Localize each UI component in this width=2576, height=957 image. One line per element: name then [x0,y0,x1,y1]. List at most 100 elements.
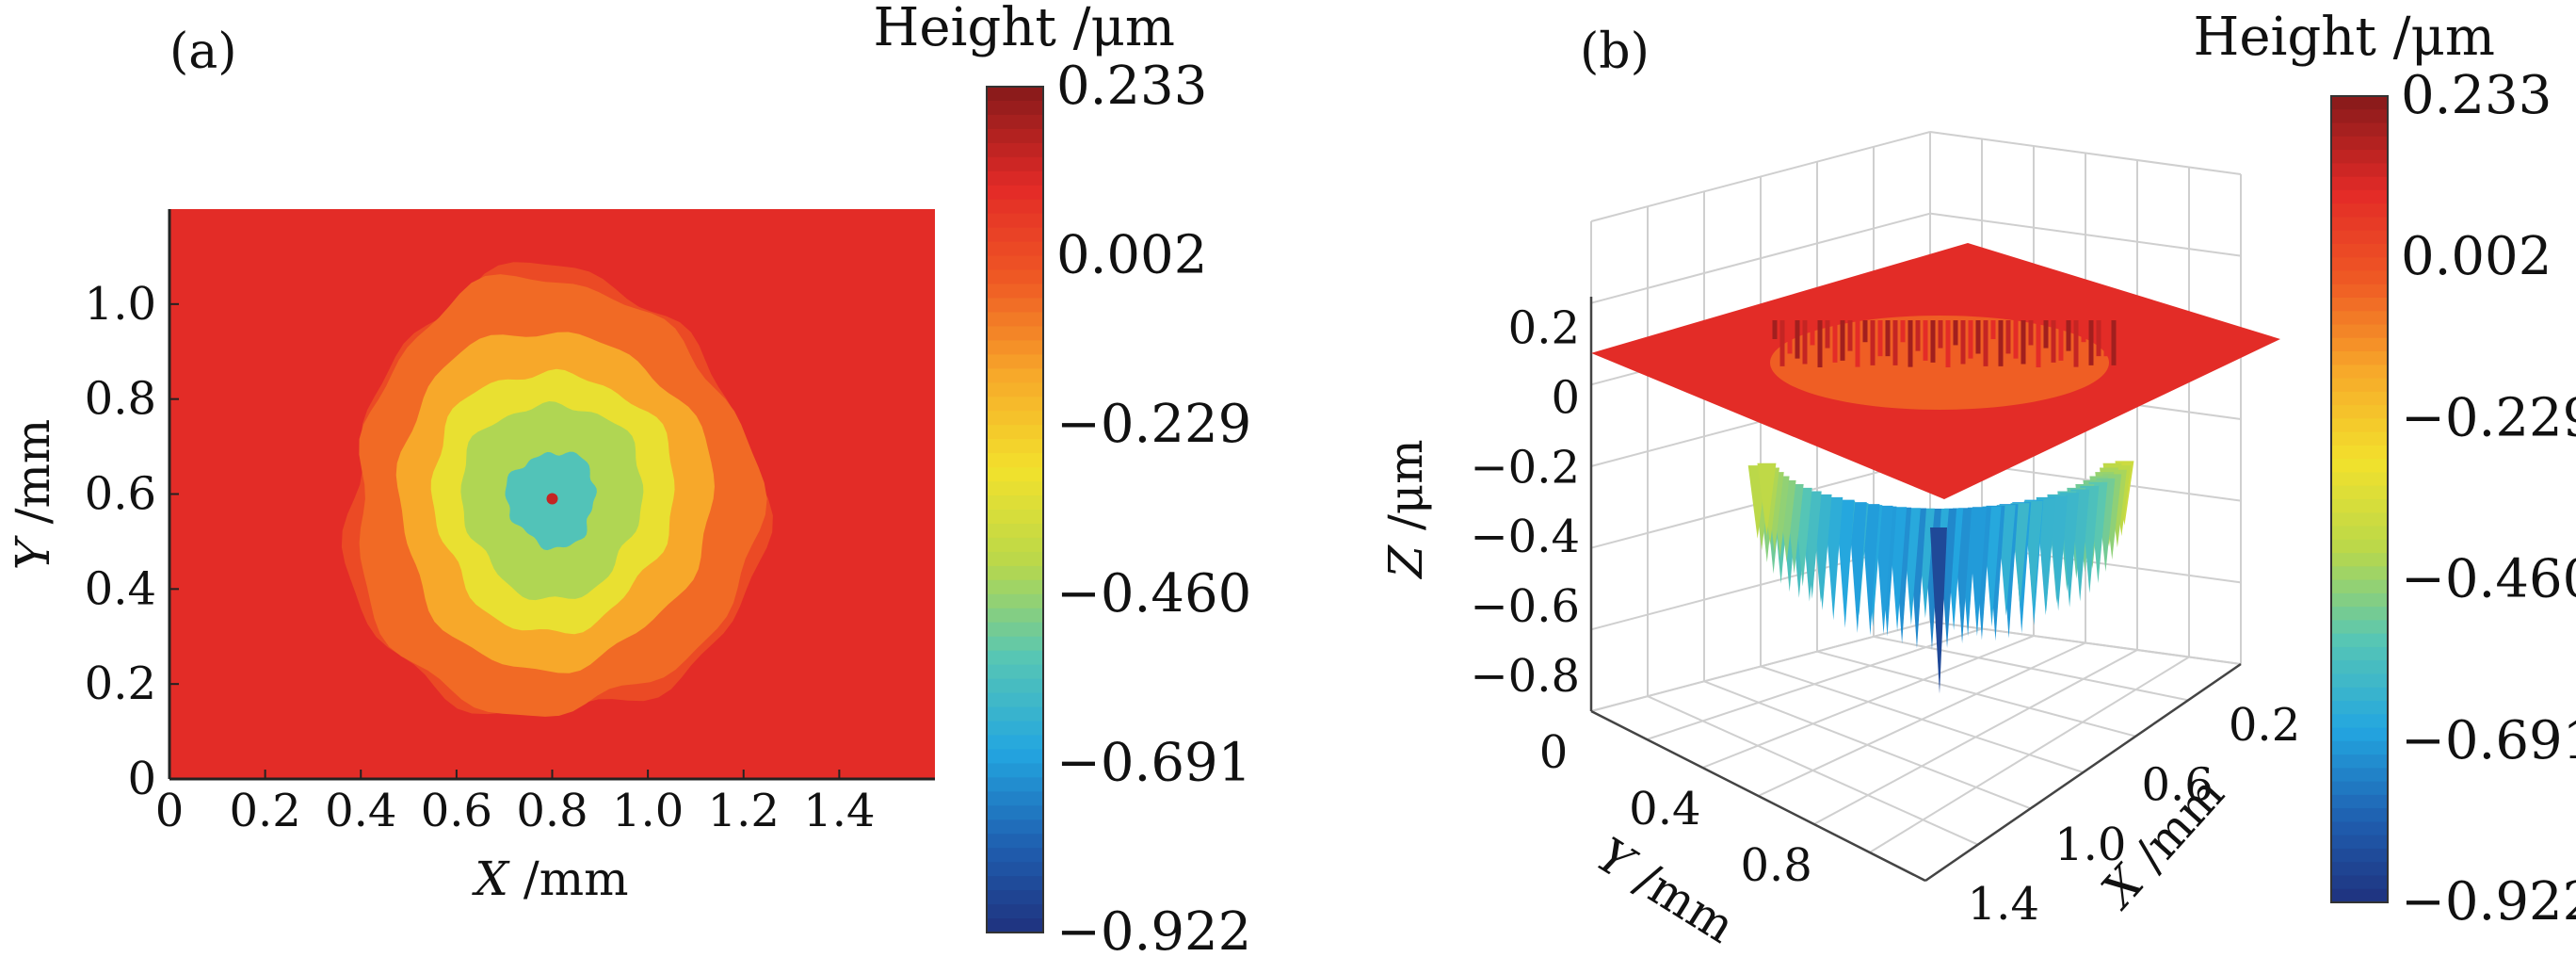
colorbar-b-segment [2331,687,2388,702]
colorbar-a-segment [987,735,1043,751]
colorbar-b-segment [2331,794,2388,810]
colorbar-a-segment [987,467,1043,483]
colorbar-a-segment [987,706,1043,722]
z-ticks: 0.2 0 −0.2 −0.4 −0.6 −0.8 [1470,301,1580,703]
colorbar-b-segment [2331,351,2388,366]
crater-spike [1757,462,1777,536]
colorbar-b-tick-label: −0.691 [2401,710,2576,771]
colorbar-a-tick-label: −0.460 [1056,563,1251,624]
x-ticks: 0 0.2 0.4 0.6 0.8 1.0 1.2 1.4 [155,770,876,837]
y-tick-label: 1.0 [85,278,156,331]
crater-spike [2037,498,2056,612]
colorbar-a-tick-label: −0.691 [1056,732,1251,793]
x-ticks-3d: 0.2 0.6 1.0 1.4 [1968,699,2301,931]
colorbar-b-segment [2331,539,2388,555]
colorbar-b-segment [2331,270,2388,285]
colorbar-b-segment [2331,418,2388,433]
y-tick-label: 0.8 [85,373,156,426]
colorbar-a-segment [987,368,1043,384]
colorbar-a-segment [987,763,1043,779]
z-tick-label: 0 [1551,371,1580,424]
x-tick-label: 0.8 [516,785,588,837]
colorbar-a-segment [987,918,1043,933]
colorbar-a-segment [987,791,1043,807]
colorbar-a: 0.233 0.002 −0.229 −0.460 −0.691 −0.922 [986,56,1251,957]
y-axis-3d-label: Y /mm [1587,827,1745,953]
x-tick-3d-label: 0.2 [2229,699,2300,752]
colorbar-a-segment [987,185,1043,201]
colorbar-b-tick-label: 0.233 [2401,65,2552,126]
colorbar-a-segment [987,608,1043,624]
colorbar-a-segment [987,537,1043,553]
colorbar-b-tick-label: −0.922 [2401,871,2576,933]
colorbar-b-segment [2331,284,2388,299]
colorbar-b: 0.233 0.002 −0.229 −0.460 −0.691 −0.922 [2330,65,2576,933]
colorbar-a-segment [987,142,1043,158]
colorbar-b-segment [2331,714,2388,729]
colorbar-a-segment [987,411,1043,427]
colorbar-b-segment [2331,445,2388,461]
colorbar-b-segment [2331,109,2388,124]
y-tick-label: 0 [127,753,156,805]
x-tick-3d-label: 1.0 [2054,819,2126,871]
z-tick-label: −0.2 [1470,441,1580,494]
colorbar-b-segment [2331,660,2388,675]
colorbar-b-segment [2331,875,2388,890]
colorbar-a-segment [987,213,1043,229]
wall-grid-line [1590,131,1931,222]
surface-plot: 0.2 0 −0.2 −0.4 −0.6 −0.8 0 0.4 0.8 0.2 0.6 1.0 1.… [1470,131,2301,931]
colorbar-b-title: Height /μm [2194,7,2495,68]
colorbar-b-segment [2331,740,2388,756]
colorbar-a-segment [987,636,1043,652]
colorbar-a-segment [987,354,1043,370]
surface-rim [1770,316,2117,410]
panel-a: (a) 0 0.2 0.4 0.6 0.8 1.0 1.2 1.4 0 0.2 0.4 0.6 0.8… [6,0,1251,957]
x-tick-3d-label: 1.4 [1968,878,2039,931]
y-tick-3d-label: 0.4 [1629,783,1700,835]
colorbar-a-segment [987,453,1043,469]
colorbar-a-segment [987,326,1043,342]
colorbar-a-tick-label: −0.229 [1056,394,1251,455]
z-tick-label: −0.6 [1470,580,1580,633]
colorbar-a-segment [987,650,1043,666]
colorbar-a-segment [987,382,1043,398]
floor-grid-line [1873,635,2189,702]
colorbar-a-segment [987,481,1043,497]
colorbar-b-segment [2331,122,2388,138]
colorbar-a-segment [987,298,1043,314]
colorbar-b-segment [2331,203,2388,219]
crater-spike [1835,499,1855,628]
colorbar-a-segment [987,156,1043,172]
colorbar-b-segment [2331,163,2388,178]
colorbar-a-segment [987,312,1043,328]
colorbar-a-segment [987,269,1043,285]
z-axis-label: Z /μm [1378,439,1433,579]
panel-b: (b) 0.2 0 −0.2 −0.4 −0.6 −0.8 0 0.4 0.8 0.2 0.6 1… [1378,7,2576,954]
colorbar-a-segment [987,678,1043,694]
x-tick-label: 0 [155,785,185,837]
colorbar-a-segment [987,876,1043,892]
colorbar-b-segment [2331,391,2388,407]
panel-b-label: (b) [1580,24,1650,80]
colorbar-a-segment [987,579,1043,595]
z-tick-label: −0.4 [1470,511,1580,563]
colorbar-a-segment [987,565,1043,581]
colorbar-a-segment [987,199,1043,215]
y-tick-3d-label: 0.8 [1740,839,1811,892]
colorbar-b-segment [2331,472,2388,487]
colorbar-b-segment [2331,378,2388,393]
colorbar-a-frame [986,86,1044,933]
colorbar-b-segment [2331,405,2388,420]
colorbar-a-segment [987,495,1043,511]
colorbar-b-segment [2331,754,2388,770]
y-tick-label: 0.2 [85,657,156,710]
colorbar-b-tick-label: 0.002 [2401,226,2552,287]
colorbar-b-segment [2331,459,2388,474]
colorbar-a-segment [987,397,1043,413]
colorbar-a-segment [987,128,1043,144]
colorbar-a-segment [987,862,1043,878]
colorbar-b-segment [2331,189,2388,205]
colorbar-b-segment [2331,96,2388,111]
colorbar-b-segment [2331,701,2388,716]
colorbar-a-segment [987,439,1043,455]
